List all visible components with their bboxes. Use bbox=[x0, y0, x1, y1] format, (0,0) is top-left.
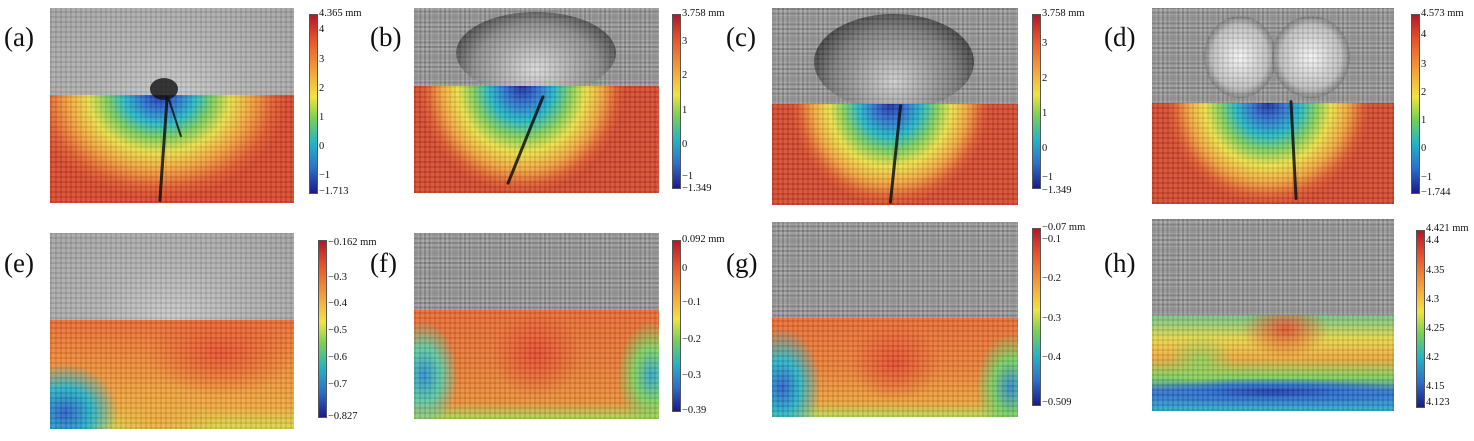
colorbar-c-bottom: −1.349 bbox=[1042, 185, 1072, 196]
colorbar-c bbox=[1032, 14, 1041, 189]
colorbar-f-bottom: −0.39 bbox=[682, 405, 707, 416]
colorbar-e-tick: −0.4 bbox=[328, 298, 348, 309]
colorbar-g bbox=[1032, 228, 1041, 406]
colorbar-c-tick: 3 bbox=[1042, 38, 1048, 49]
colorbar-f-tick: 0 bbox=[682, 263, 688, 274]
displacement-overlay-d bbox=[1152, 103, 1394, 204]
panel-label-f: (f) bbox=[370, 248, 397, 278]
colorbar-e-tick: −0.5 bbox=[328, 325, 348, 336]
specimen-photo-b bbox=[414, 8, 659, 193]
specimen-photo-h bbox=[1152, 219, 1394, 411]
colorbar-f-top: 0.092 mm bbox=[682, 234, 725, 245]
panel-label-h: (h) bbox=[1104, 248, 1136, 278]
colorbar-f bbox=[672, 240, 681, 412]
specimen-photo-g bbox=[772, 222, 1018, 417]
colorbar-c-tick: 1 bbox=[1042, 108, 1048, 119]
colorbar-e-tick: −0.6 bbox=[328, 352, 348, 363]
panel-label-c: (c) bbox=[726, 22, 756, 52]
panel-label-a: (a) bbox=[4, 22, 34, 52]
colorbar-a-tick: 4 bbox=[319, 24, 325, 35]
colorbar-b bbox=[672, 14, 681, 189]
colorbar-b-bottom: −1.349 bbox=[682, 183, 712, 194]
colorbar-h-tick: 4.15 bbox=[1426, 381, 1445, 392]
colorbar-d bbox=[1411, 14, 1420, 194]
colorbar-a-tick: 3 bbox=[319, 54, 325, 65]
colorbar-b-tick: −1 bbox=[682, 171, 694, 182]
colorbar-g-tick: −0.1 bbox=[1042, 234, 1062, 245]
colorbar-e-tick: −0.3 bbox=[328, 272, 348, 283]
displacement-overlay-b bbox=[414, 86, 659, 193]
displacement-overlay-h bbox=[1152, 315, 1394, 411]
colorbar-f-tick: −0.2 bbox=[682, 334, 702, 345]
panel-label-b: (b) bbox=[370, 22, 402, 52]
colorbar-a-top: 4.365 mm bbox=[319, 8, 362, 19]
colorbar-b-top: 3.758 mm bbox=[682, 8, 725, 19]
colorbar-a bbox=[309, 14, 318, 194]
colorbar-c-tick: −1 bbox=[1042, 172, 1054, 183]
panel-label-d: (d) bbox=[1104, 22, 1136, 52]
colorbar-d-tick: 0 bbox=[1421, 143, 1427, 154]
panel-label-e: (e) bbox=[4, 248, 34, 278]
colorbar-d-tick: 2 bbox=[1421, 87, 1427, 98]
colorbar-g-top: −0.07 mm bbox=[1042, 222, 1086, 233]
specimen-photo-d bbox=[1152, 8, 1394, 204]
colorbar-a-tick: 0 bbox=[319, 141, 325, 152]
specimen-photo-c bbox=[772, 8, 1018, 205]
colorbar-c-tick: 0 bbox=[1042, 143, 1048, 154]
colorbar-b-tick: 2 bbox=[682, 70, 688, 81]
colorbar-d-tick: 3 bbox=[1421, 59, 1427, 70]
colorbar-b-tick: 3 bbox=[682, 36, 688, 47]
colorbar-h-tick: 4.3 bbox=[1426, 294, 1440, 305]
colorbar-g-bottom: −0.509 bbox=[1042, 397, 1072, 408]
colorbar-g-tick: −0.2 bbox=[1042, 273, 1062, 284]
displacement-overlay-g bbox=[772, 318, 1018, 417]
colorbar-a-tick: −1 bbox=[319, 170, 331, 181]
colorbar-a-tick: 2 bbox=[319, 83, 325, 94]
specimen-photo-a bbox=[50, 8, 294, 203]
colorbar-d-top: 4.573 mm bbox=[1421, 8, 1464, 19]
colorbar-h-top: 4.421 mm bbox=[1426, 223, 1469, 234]
colorbar-h-tick: 4.4 bbox=[1426, 235, 1440, 246]
displacement-overlay-e bbox=[50, 320, 294, 429]
colorbar-g-tick: −0.3 bbox=[1042, 313, 1062, 324]
colorbar-f-tick: −0.3 bbox=[682, 370, 702, 381]
colorbar-e bbox=[318, 240, 327, 418]
specimen-photo-e bbox=[50, 233, 294, 429]
colorbar-d-tick: 1 bbox=[1421, 115, 1427, 126]
specimen-photo-f bbox=[414, 233, 659, 419]
colorbar-e-tick: −0.7 bbox=[328, 379, 348, 390]
colorbar-c-tick: 2 bbox=[1042, 73, 1048, 84]
colorbar-e-top: −0.162 mm bbox=[328, 237, 377, 248]
colorbar-f-tick: −0.1 bbox=[682, 297, 702, 308]
colorbar-d-tick: 4 bbox=[1421, 29, 1427, 40]
colorbar-h-tick: 4.35 bbox=[1426, 265, 1445, 276]
colorbar-h-bottom: 4.123 bbox=[1426, 397, 1450, 408]
colorbar-d-bottom: −1.744 bbox=[1421, 187, 1451, 198]
colorbar-h-tick: 4.2 bbox=[1426, 352, 1440, 363]
colorbar-e-bottom: −0.827 bbox=[328, 411, 358, 422]
panel-label-g: (g) bbox=[726, 248, 758, 278]
colorbar-b-tick: 1 bbox=[682, 105, 688, 116]
colorbar-g-tick: −0.4 bbox=[1042, 352, 1062, 363]
colorbar-c-top: 3.758 mm bbox=[1042, 8, 1085, 19]
colorbar-b-tick: 0 bbox=[682, 139, 688, 150]
colorbar-d-tick: −1 bbox=[1421, 172, 1433, 183]
colorbar-a-tick: 1 bbox=[319, 112, 325, 123]
displacement-overlay-f bbox=[414, 310, 659, 419]
colorbar-h-tick: 4.25 bbox=[1426, 323, 1445, 334]
colorbar-h bbox=[1416, 230, 1425, 408]
colorbar-a-bottom: −1.713 bbox=[319, 186, 349, 197]
